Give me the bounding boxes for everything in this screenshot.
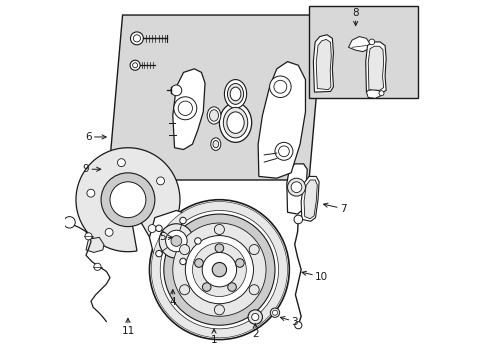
Circle shape [247, 310, 262, 324]
Circle shape [202, 283, 211, 291]
Circle shape [174, 97, 196, 120]
Ellipse shape [224, 80, 246, 108]
Ellipse shape [209, 110, 218, 121]
Circle shape [235, 259, 244, 267]
Polygon shape [301, 176, 319, 221]
Circle shape [171, 85, 182, 96]
Circle shape [274, 142, 292, 160]
Circle shape [194, 259, 203, 267]
Circle shape [148, 225, 156, 233]
Text: 8: 8 [352, 8, 358, 26]
Circle shape [378, 91, 383, 96]
Polygon shape [172, 69, 204, 149]
Polygon shape [108, 15, 323, 180]
Text: 10: 10 [302, 271, 327, 282]
Polygon shape [348, 37, 369, 51]
Ellipse shape [223, 107, 247, 138]
Circle shape [185, 235, 253, 304]
Circle shape [368, 39, 374, 45]
Polygon shape [86, 237, 104, 252]
Ellipse shape [210, 138, 221, 150]
Circle shape [172, 223, 265, 316]
Circle shape [130, 32, 143, 45]
Circle shape [272, 310, 277, 315]
Polygon shape [258, 62, 305, 178]
Polygon shape [367, 46, 383, 90]
Text: 11: 11 [121, 318, 134, 336]
Polygon shape [313, 35, 333, 92]
Circle shape [155, 225, 162, 231]
Circle shape [270, 308, 279, 318]
Circle shape [117, 159, 125, 167]
Circle shape [180, 217, 186, 224]
Circle shape [269, 76, 290, 98]
Circle shape [212, 262, 226, 277]
Circle shape [179, 285, 189, 295]
Circle shape [192, 243, 246, 297]
Circle shape [165, 230, 187, 252]
Circle shape [178, 101, 192, 116]
Circle shape [110, 182, 145, 218]
Bar [308, 6, 418, 98]
Circle shape [101, 173, 155, 226]
Text: 9: 9 [82, 164, 101, 174]
Ellipse shape [212, 140, 218, 148]
Circle shape [160, 211, 278, 329]
Ellipse shape [230, 87, 241, 101]
Polygon shape [316, 40, 330, 90]
Circle shape [251, 314, 258, 320]
Circle shape [179, 244, 189, 255]
Circle shape [159, 224, 193, 258]
Circle shape [156, 177, 164, 185]
Circle shape [180, 258, 186, 265]
Ellipse shape [207, 107, 221, 124]
Ellipse shape [226, 112, 244, 134]
Circle shape [293, 215, 302, 224]
Circle shape [294, 321, 301, 329]
Circle shape [249, 244, 259, 255]
Circle shape [63, 217, 75, 228]
Wedge shape [76, 148, 180, 252]
Circle shape [249, 285, 259, 295]
Circle shape [85, 233, 92, 240]
Circle shape [227, 283, 236, 291]
Circle shape [273, 80, 286, 93]
Circle shape [278, 146, 289, 157]
Circle shape [215, 244, 223, 252]
Circle shape [105, 228, 113, 236]
Text: 6: 6 [85, 132, 106, 142]
Circle shape [163, 214, 274, 325]
Circle shape [290, 182, 301, 193]
Circle shape [87, 189, 95, 197]
Ellipse shape [227, 84, 243, 104]
Polygon shape [365, 42, 386, 93]
Text: 1: 1 [210, 329, 217, 345]
Polygon shape [366, 90, 380, 98]
Polygon shape [149, 211, 201, 266]
Text: 7: 7 [323, 203, 346, 214]
Text: 5: 5 [159, 232, 172, 242]
Circle shape [94, 263, 101, 270]
Circle shape [171, 235, 182, 246]
Polygon shape [286, 164, 306, 214]
Circle shape [202, 252, 236, 287]
Text: 4: 4 [169, 290, 176, 307]
Circle shape [214, 305, 224, 315]
Ellipse shape [219, 103, 251, 142]
Circle shape [194, 238, 201, 244]
Circle shape [287, 178, 305, 196]
Circle shape [132, 63, 137, 68]
Circle shape [133, 35, 140, 42]
Polygon shape [304, 180, 317, 219]
Circle shape [214, 225, 224, 234]
Circle shape [149, 200, 289, 339]
Circle shape [130, 60, 140, 70]
Circle shape [151, 202, 287, 338]
Text: 3: 3 [280, 316, 297, 327]
Text: 2: 2 [251, 324, 258, 339]
Circle shape [155, 251, 162, 257]
